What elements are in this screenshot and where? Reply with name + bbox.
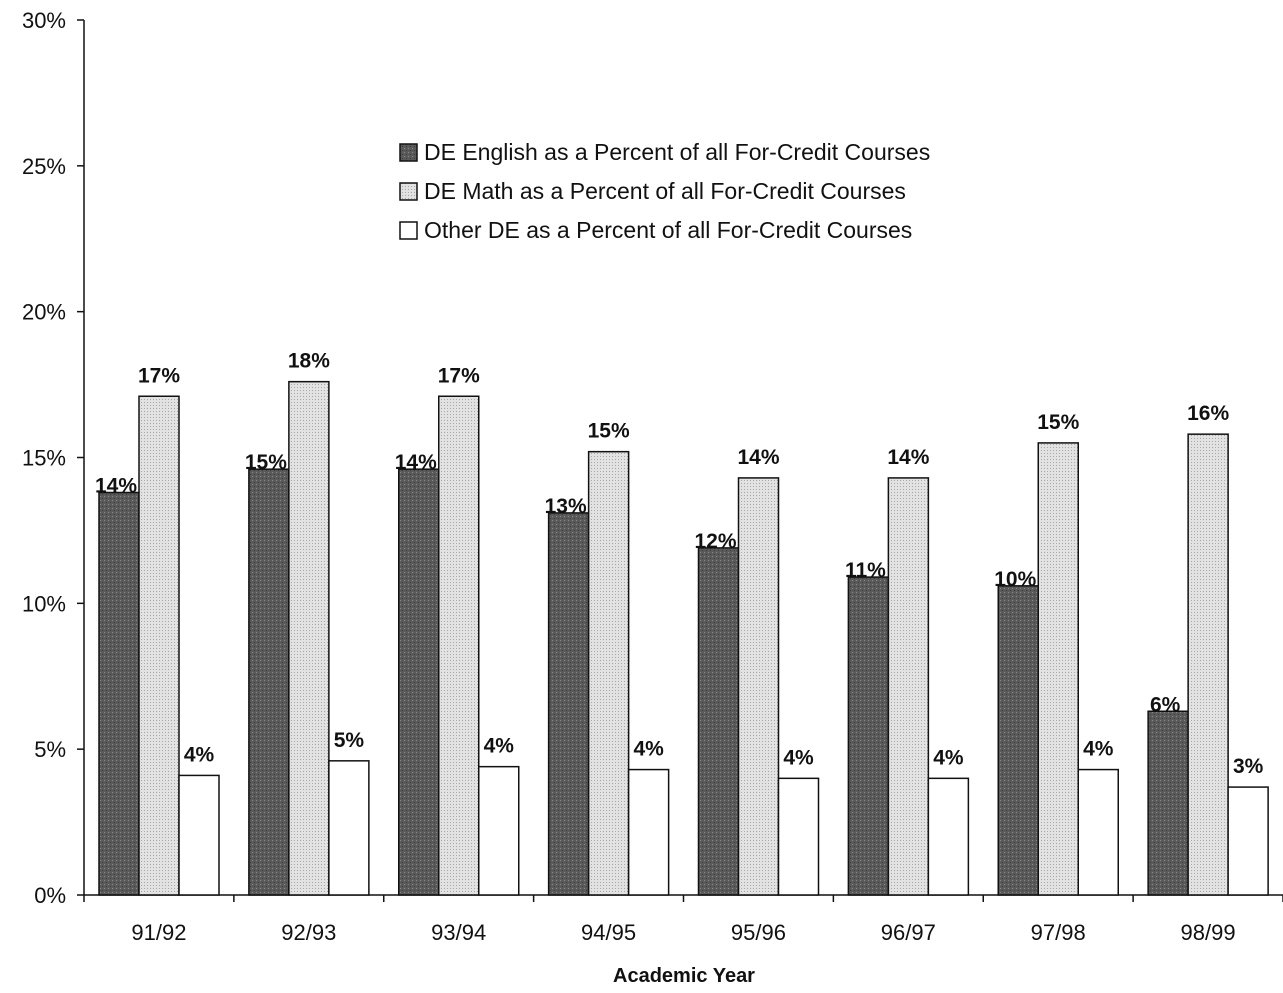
x-axis-title: Academic Year — [613, 965, 755, 987]
axes-group: 0% 5% 10% 15% 20% 25% 30% 91/92 92/93 93/94 94/95 9… — [22, 8, 1283, 945]
legend-swatch — [399, 221, 418, 240]
bar-math — [288, 380, 330, 896]
data-label: 15% — [1037, 411, 1079, 434]
data-label: 17% — [438, 364, 480, 387]
bar-math — [1037, 442, 1079, 896]
bar-other — [777, 777, 820, 896]
bar-english — [847, 576, 890, 896]
data-label: 18% — [288, 350, 330, 373]
bar-other — [927, 777, 970, 896]
data-label: 4% — [633, 738, 664, 761]
data-label: 15% — [588, 420, 630, 443]
x-category-label: 91/92 — [131, 920, 186, 945]
legend-entry: DE Math as a Percent of all For-Credit C… — [424, 178, 906, 204]
legend-entry: Other DE as a Percent of all For-Credit … — [424, 217, 912, 243]
bar-english — [248, 468, 290, 896]
bar-math — [438, 395, 480, 896]
bar-math — [587, 450, 630, 896]
bar-math — [138, 395, 180, 896]
data-label: 14% — [95, 475, 137, 498]
data-label: 15% — [245, 451, 287, 474]
legend-swatch — [399, 143, 418, 162]
bar-other — [328, 760, 370, 896]
bar-english — [398, 468, 440, 896]
legend: DE English as a Percent of all For-Credi… — [399, 139, 930, 243]
bar-other — [478, 765, 520, 896]
y-tick-label: 25% — [22, 154, 66, 179]
y-tick-label: 5% — [34, 737, 66, 762]
bar-math — [737, 477, 780, 896]
data-label: 5% — [334, 729, 365, 752]
data-label: 12% — [694, 530, 736, 553]
bar-english — [697, 547, 740, 896]
bar-other — [1227, 786, 1269, 896]
data-label: 4% — [1083, 738, 1114, 761]
bar-other — [178, 774, 220, 896]
y-tick-label: 10% — [22, 591, 66, 616]
bar-other — [627, 768, 670, 896]
bar-english — [547, 512, 590, 896]
data-label: 6% — [1150, 693, 1181, 716]
bar-english — [1147, 710, 1189, 896]
data-label: 16% — [1187, 402, 1229, 425]
data-label: 14% — [737, 446, 779, 469]
x-category-label: 97/98 — [1031, 920, 1086, 945]
data-label: 14% — [395, 451, 437, 474]
data-label: 4% — [184, 743, 215, 766]
y-tick-label: 0% — [34, 883, 66, 908]
x-category-label: 95/96 — [731, 920, 786, 945]
data-label: 4% — [783, 746, 814, 769]
bar-english — [997, 585, 1039, 896]
x-category-label: 98/99 — [1181, 920, 1236, 945]
legend-entry: DE English as a Percent of all For-Credi… — [424, 139, 930, 165]
bars-group — [98, 380, 1269, 896]
bar-english — [98, 491, 140, 896]
x-category-label: 93/94 — [431, 920, 486, 945]
data-labels-group: 14% 17% 4% 15% 18% 5% 14% 17% 4% 13% 15% 4% 12% 14% 4%… — [95, 350, 1264, 778]
bar-math — [887, 477, 930, 896]
bar-math — [1187, 433, 1229, 896]
data-label: 13% — [545, 495, 587, 518]
y-tick-label: 20% — [22, 300, 66, 325]
data-label: 14% — [887, 446, 929, 469]
legend-swatch — [399, 182, 418, 201]
y-tick-label: 30% — [22, 8, 66, 33]
data-label: 4% — [484, 735, 515, 758]
y-tick-label: 15% — [22, 446, 66, 471]
data-label: 11% — [845, 559, 886, 582]
data-label: 3% — [1233, 755, 1264, 778]
data-label: 4% — [933, 746, 964, 769]
x-category-label: 92/93 — [281, 920, 336, 945]
data-label: 17% — [138, 364, 180, 387]
x-category-label: 94/95 — [581, 920, 636, 945]
bar-other — [1077, 768, 1119, 896]
data-label: 10% — [994, 568, 1036, 591]
x-category-label: 96/97 — [881, 920, 936, 945]
